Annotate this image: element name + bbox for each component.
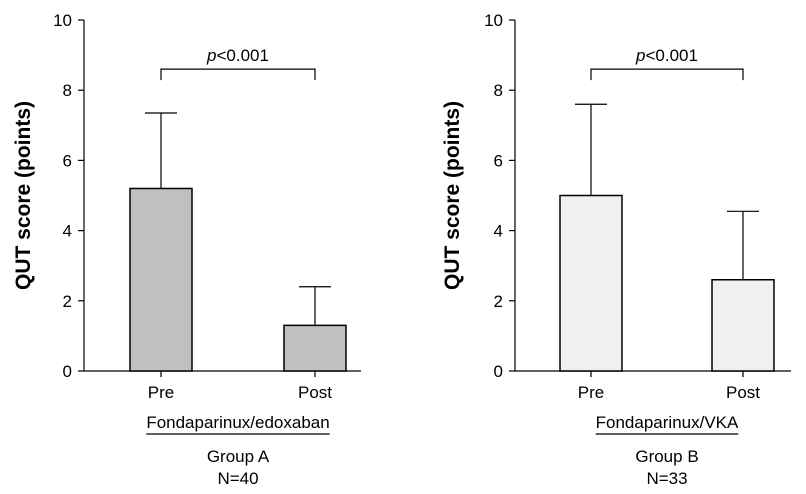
panel-2-significance-bracket — [590, 68, 744, 81]
panel-1-category-label-pre: Pre — [148, 383, 174, 402]
panel-1-drug-label: Fondaparinux/edoxaban — [146, 413, 329, 432]
panel-1-y-axis-title: QUT score (points) — [12, 101, 35, 290]
panel-2-drug-label: Fondaparinux/VKA — [596, 413, 739, 432]
panel-2-n-label: N=33 — [646, 469, 687, 488]
panel-1-y-tick-label: 6 — [63, 151, 72, 170]
panel-1-y-tick-label: 10 — [53, 11, 72, 30]
panel-2-group-label: Group B — [635, 447, 698, 466]
panel-1-category-label-post: Post — [298, 383, 332, 402]
panel-2-bar-post — [711, 278, 775, 372]
panel-2-bar-pre — [559, 194, 623, 372]
panel-2-p-threshold: <0.001 — [645, 46, 697, 65]
panel-2-y-tick-label: 10 — [484, 11, 503, 30]
panel-1-p-symbol: p — [206, 46, 216, 65]
panel-2-category-label-post: Post — [726, 383, 760, 402]
panel-2-p-symbol: p — [635, 46, 645, 65]
panel-1-n-label: N=40 — [217, 469, 258, 488]
panel-1-bar-pre — [129, 187, 193, 372]
panel-1-p-threshold: <0.001 — [216, 46, 268, 65]
panel-1-group-label: Group A — [207, 447, 270, 466]
panel-2-y-tick-label: 6 — [494, 151, 503, 170]
panel-2-category-label-pre: Pre — [578, 383, 604, 402]
panel-2-y-tick-label: 2 — [494, 292, 503, 311]
panel-2-y-axis-title: QUT score (points) — [441, 101, 464, 290]
panel-1-y-tick-label: 0 — [63, 362, 72, 381]
panel-1-bar-post — [283, 324, 347, 372]
panel-1-y-tick-label: 8 — [63, 81, 72, 100]
panel-2-y-tick-label: 0 — [494, 362, 503, 381]
panel-1-p-value: p<0.001 — [206, 46, 269, 65]
panel-2-y-tick-label: 4 — [494, 222, 503, 241]
panel-2-y-tick-label: 8 — [494, 81, 503, 100]
panel-1-y-tick-label: 4 — [63, 222, 72, 241]
panel-2-p-value: p<0.001 — [635, 46, 698, 65]
panel-1-y-tick-label: 2 — [63, 292, 72, 311]
panel-1-significance-bracket — [160, 68, 316, 81]
